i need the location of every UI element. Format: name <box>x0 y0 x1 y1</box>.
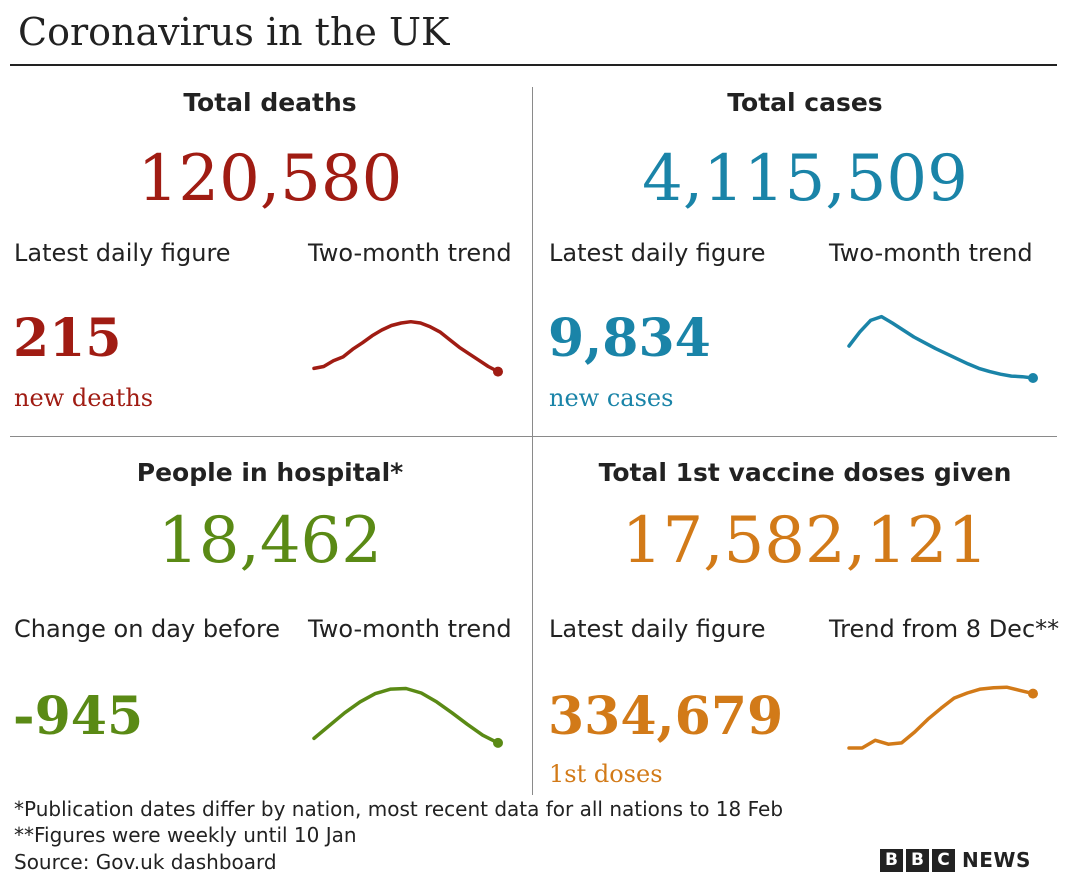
hospital-trend-line <box>312 686 500 745</box>
cases-daily-value: 9,834 <box>548 308 711 369</box>
deaths-trend-end-point <box>493 366 503 377</box>
logo-block-b1: B <box>880 848 903 872</box>
bbc-news-logo: B B C NEWS <box>880 848 1031 872</box>
page-title: Coronavirus in the UK <box>18 10 450 54</box>
cases-heading: Total cases <box>727 88 883 117</box>
vaccine-heading: Total 1st vaccine doses given <box>598 458 1012 487</box>
hospital-total: 18,462 <box>158 504 382 578</box>
hospital-change-label: Change on day before <box>14 615 281 643</box>
deaths-trend-line <box>312 319 500 374</box>
cases-sparkline <box>847 314 1038 383</box>
hospital-panel: People in hospital* 18,462 Change on day… <box>10 456 532 806</box>
vaccine-trend-label: Trend from 8 Dec** <box>829 615 1060 643</box>
deaths-total: 120,580 <box>137 142 403 216</box>
vaccine-daily-unit: 1st doses <box>549 760 663 788</box>
vaccine-total: 17,582,121 <box>621 504 989 578</box>
cases-panel: Total cases 4,115,509 Latest daily figur… <box>545 86 1066 436</box>
logo-news-word: NEWS <box>962 848 1031 872</box>
footnote-publication: *Publication dates differ by nation, mos… <box>14 797 784 821</box>
horizontal-divider <box>10 436 1057 437</box>
source-note: Source: Gov.uk dashboard <box>14 850 277 874</box>
vaccine-sparkline <box>847 685 1038 750</box>
hospital-trend-label: Two-month trend <box>308 615 512 643</box>
cases-daily-unit: new cases <box>549 384 674 412</box>
deaths-daily-unit: new deaths <box>14 384 154 412</box>
vaccine-trend-line <box>847 685 1035 750</box>
deaths-panel: Total deaths 120,580 Latest daily figure… <box>10 86 532 436</box>
deaths-daily-value: 215 <box>13 308 122 369</box>
vaccine-panel: Total 1st vaccine doses given 17,582,121… <box>545 456 1066 806</box>
cases-trend-end-point <box>1028 373 1038 383</box>
deaths-heading: Total deaths <box>183 88 357 117</box>
hospital-change-value: -945 <box>13 686 144 747</box>
deaths-trend-label: Two-month trend <box>308 239 512 267</box>
vertical-divider <box>532 87 533 795</box>
hospital-trend-end-point <box>493 737 503 748</box>
vaccine-trend-end-point <box>1028 688 1038 699</box>
logo-block-c: C <box>932 848 955 872</box>
cases-trend-line <box>847 314 1035 380</box>
vaccine-daily-value: 334,679 <box>548 686 784 747</box>
cases-daily-label: Latest daily figure <box>549 239 766 267</box>
hospital-heading: People in hospital* <box>136 458 404 487</box>
deaths-sparkline <box>312 319 503 377</box>
title-rule <box>10 64 1057 66</box>
footnote-weekly: **Figures were weekly until 10 Jan <box>14 823 357 847</box>
cases-total: 4,115,509 <box>642 142 968 216</box>
hospital-sparkline <box>312 686 503 748</box>
cases-trend-label: Two-month trend <box>829 239 1033 267</box>
vaccine-daily-label: Latest daily figure <box>549 615 766 643</box>
deaths-daily-label: Latest daily figure <box>14 239 231 267</box>
logo-block-b2: B <box>906 848 929 872</box>
